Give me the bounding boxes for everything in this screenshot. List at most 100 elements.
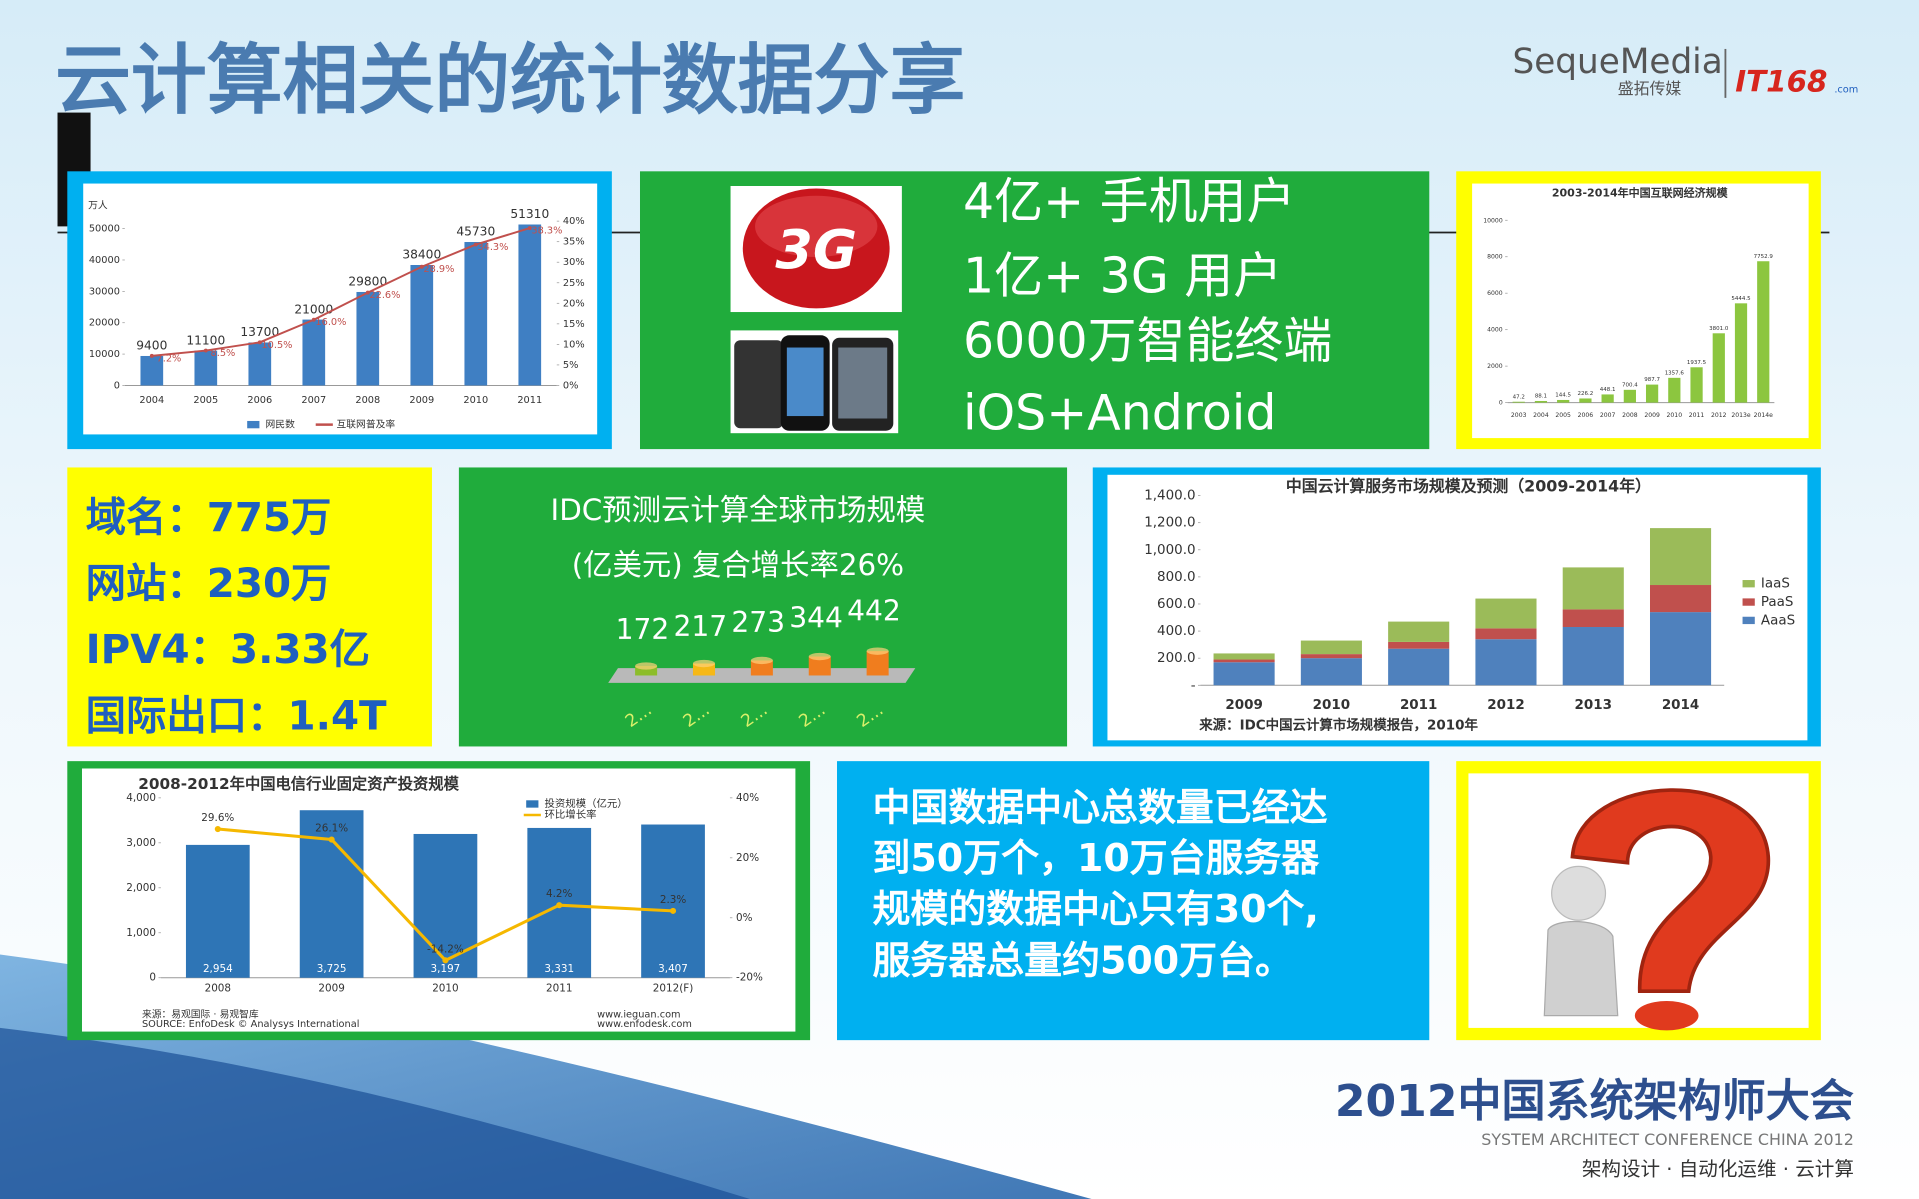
bar — [1668, 377, 1681, 403]
data-label: 226.2 — [1578, 391, 1594, 397]
chart-title: IDC预测云计算全球市场规模 — [551, 493, 926, 527]
data-label: 13700 — [240, 325, 279, 339]
data-label: -14.2% — [427, 943, 464, 955]
y-tick-label: 400.0 — [1157, 624, 1196, 639]
legend-label: 投资规模（亿元） — [545, 797, 628, 810]
x-tick-label: 2006 — [1578, 412, 1594, 419]
bar — [299, 810, 364, 978]
data-label: 1937.5 — [1687, 360, 1707, 366]
internet-stat: IPV4：3.33亿 — [86, 626, 370, 673]
x-tick-label: 2011 — [546, 983, 572, 995]
y-tick-label: 10000 — [1483, 217, 1503, 224]
y-tick-label: 1,000 — [126, 927, 156, 939]
bar — [302, 319, 326, 386]
data-label: 144.5 — [1555, 393, 1571, 399]
data-label: 3801.0 — [1709, 326, 1729, 332]
bar — [1213, 653, 1275, 660]
bar — [1475, 639, 1537, 686]
data-label: 16.0% — [315, 317, 346, 328]
internet-stat: 域名：775万 — [86, 494, 332, 541]
line-point — [669, 907, 677, 914]
y2-tick-label: 0% — [736, 912, 753, 924]
x-tick-label: 2009 — [318, 983, 344, 995]
data-label: 172 — [616, 613, 670, 646]
x-tick-label: 2005 — [1555, 412, 1571, 419]
bar — [1649, 585, 1712, 613]
line-point — [257, 340, 262, 345]
x-tick-label: 2007 — [301, 395, 326, 406]
x-tick-label: 2013e — [1731, 412, 1751, 419]
bar — [1645, 384, 1659, 403]
data-label: 88.1 — [1535, 394, 1547, 400]
x-tick-label: 2005 — [193, 395, 218, 406]
icon-3g-shine — [755, 195, 878, 257]
line-point — [556, 902, 563, 909]
x-tick-label: 2009 — [1225, 698, 1262, 713]
bar — [1534, 400, 1548, 403]
y-tick-label: 600.0 — [1157, 597, 1196, 612]
bar — [692, 663, 716, 676]
y2-tick-label: 35% — [563, 237, 585, 248]
internet-stat: 国际出口：1.4T — [86, 692, 387, 739]
bar — [1557, 399, 1570, 403]
x-tick-label: 2008 — [1622, 412, 1638, 419]
bar — [1579, 398, 1592, 403]
y-tick-label: 3,000 — [126, 837, 156, 849]
data-label: 448.1 — [1600, 387, 1616, 393]
y2-tick-label: 30% — [563, 257, 585, 268]
y2-tick-label: 20% — [736, 852, 759, 864]
data-label: 7752.9 — [1754, 254, 1774, 260]
y2-tick-label: 0% — [563, 380, 579, 391]
data-label: 11100 — [186, 333, 225, 347]
bar — [1623, 389, 1636, 403]
line-point — [328, 836, 335, 843]
x-tick-label: 2012 — [1487, 698, 1524, 713]
data-label: 3,407 — [658, 963, 688, 975]
y-tick-label: 4000 — [1487, 327, 1503, 334]
bar — [1300, 654, 1362, 659]
bar — [248, 342, 272, 386]
y-tick-label: 1,400.0 — [1144, 489, 1195, 504]
line-point — [419, 264, 424, 269]
data-label: 273 — [731, 606, 785, 639]
bar — [1300, 640, 1362, 655]
data-label: 34.3% — [477, 242, 508, 253]
x-tick-label: 2012(F) — [653, 983, 694, 995]
x-tick-label: 2009 — [409, 395, 434, 406]
y-tick-label: 20000 — [89, 318, 120, 329]
bar — [641, 824, 705, 978]
bar — [1300, 658, 1362, 686]
x-tick-label: 2010 — [1667, 412, 1683, 419]
legend-label: IaaS — [1761, 577, 1790, 592]
x-tick-label: 2014e — [1754, 412, 1774, 419]
y-tick-label: 0 — [149, 972, 156, 984]
x-tick-label: 2011 — [517, 395, 542, 406]
bar-cap — [750, 656, 773, 665]
bar — [518, 224, 542, 386]
bar — [356, 291, 380, 386]
data-label: 22.6% — [369, 290, 400, 301]
line-point — [365, 290, 370, 295]
datacenter-text: 规模的数据中心只有30个, — [872, 887, 1318, 931]
legend-swatch — [247, 420, 260, 429]
legend-swatch — [1742, 598, 1755, 606]
logo-domain: .com — [1834, 84, 1858, 95]
chart-source: 来源：IDC中国云计算市场规模报告，2010年 — [1198, 717, 1478, 734]
bar — [1213, 662, 1275, 686]
mobile-stat: iOS+Android — [963, 385, 1276, 442]
legend-label: PaaS — [1761, 595, 1794, 610]
line-point — [203, 348, 208, 353]
bar — [635, 666, 658, 676]
line-point — [473, 242, 478, 247]
conference-english: SYSTEM ARCHITECT CONFERENCE CHINA 2012 — [1481, 1130, 1854, 1149]
line-point — [214, 825, 221, 833]
x-tick-label: 2010 — [432, 983, 458, 995]
bar — [1562, 609, 1624, 628]
internet-stat: 网站：230万 — [86, 560, 332, 607]
figure-body — [1543, 920, 1619, 1017]
line-point — [311, 317, 316, 322]
x-tick-label: 2008 — [355, 395, 380, 406]
y-tick-label: 200.0 — [1157, 651, 1196, 666]
